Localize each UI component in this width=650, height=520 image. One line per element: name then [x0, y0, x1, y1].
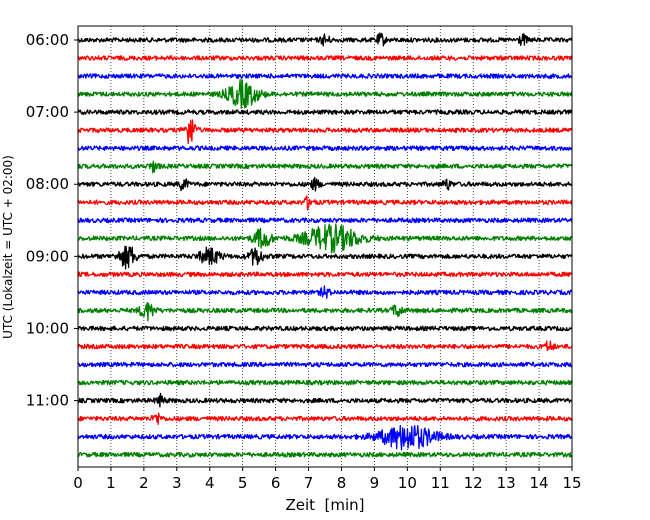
x-tick-label: 8 [337, 474, 347, 492]
trace-1045 [77, 379, 573, 386]
trace-1100 [77, 392, 573, 408]
trace-0615 [77, 55, 573, 61]
x-tick-label: 7 [304, 474, 314, 492]
trace-1030 [77, 361, 573, 368]
trace-0600 [77, 32, 573, 47]
x-tick-label: 4 [205, 474, 215, 492]
x-tick-label: 15 [562, 474, 581, 492]
x-axis-ticks: 0 1 2 3 4 5 6 7 8 9 10 11 12 13 14 15 [73, 467, 582, 492]
trace-1115 [77, 412, 573, 425]
trace-0745 [77, 160, 573, 174]
y-tick-label: 10:00 [26, 319, 69, 337]
trace-0845 [77, 223, 573, 254]
x-tick-label: 5 [238, 474, 248, 492]
x-tick-label: 14 [530, 474, 549, 492]
trace-0630 [77, 73, 573, 79]
x-tick-label: 11 [431, 474, 450, 492]
trace-0715 [77, 119, 573, 145]
trace-0645 [77, 78, 573, 109]
y-tick-label: 07:00 [26, 103, 69, 121]
x-tick-label: 13 [497, 474, 516, 492]
x-tick-label: 2 [139, 474, 149, 492]
x-axis-label: Zeit [min] [285, 496, 364, 514]
x-tick-label: 3 [172, 474, 182, 492]
trace-1015 [77, 340, 573, 352]
y-tick-label: 11:00 [26, 392, 69, 410]
y-tick-label: 09:00 [26, 247, 69, 265]
plot-frame [77, 25, 573, 468]
y-tick-label: 08:00 [26, 175, 69, 193]
trace-0800 [77, 176, 573, 192]
trace-0700 [77, 109, 573, 115]
trace-0730 [77, 145, 573, 152]
x-tick-label: 6 [271, 474, 281, 492]
y-axis-ticks: 06:00 07:00 08:00 09:00 10:00 11:00 [26, 31, 78, 410]
trace-0830 [77, 217, 573, 224]
x-tick-label: 10 [398, 474, 417, 492]
trace-1000 [77, 325, 573, 332]
x-tick-label: 0 [73, 474, 83, 492]
trace-0815 [77, 195, 573, 211]
trace-1145 [77, 451, 573, 458]
y-axis-label: UTC (Lokalzeit = UTC + 02:00) [1, 155, 15, 339]
trace-0930 [77, 285, 573, 299]
x-tick-label: 1 [106, 474, 116, 492]
trace-0915 [77, 271, 573, 278]
y-tick-label: 06:00 [26, 31, 69, 49]
x-tick-label: 12 [464, 474, 483, 492]
trace-1130 [77, 424, 573, 451]
x-tick-label: 9 [370, 474, 380, 492]
trace-0900 [77, 245, 573, 270]
trace-0945 [77, 301, 573, 322]
seismic-traces [77, 32, 573, 458]
